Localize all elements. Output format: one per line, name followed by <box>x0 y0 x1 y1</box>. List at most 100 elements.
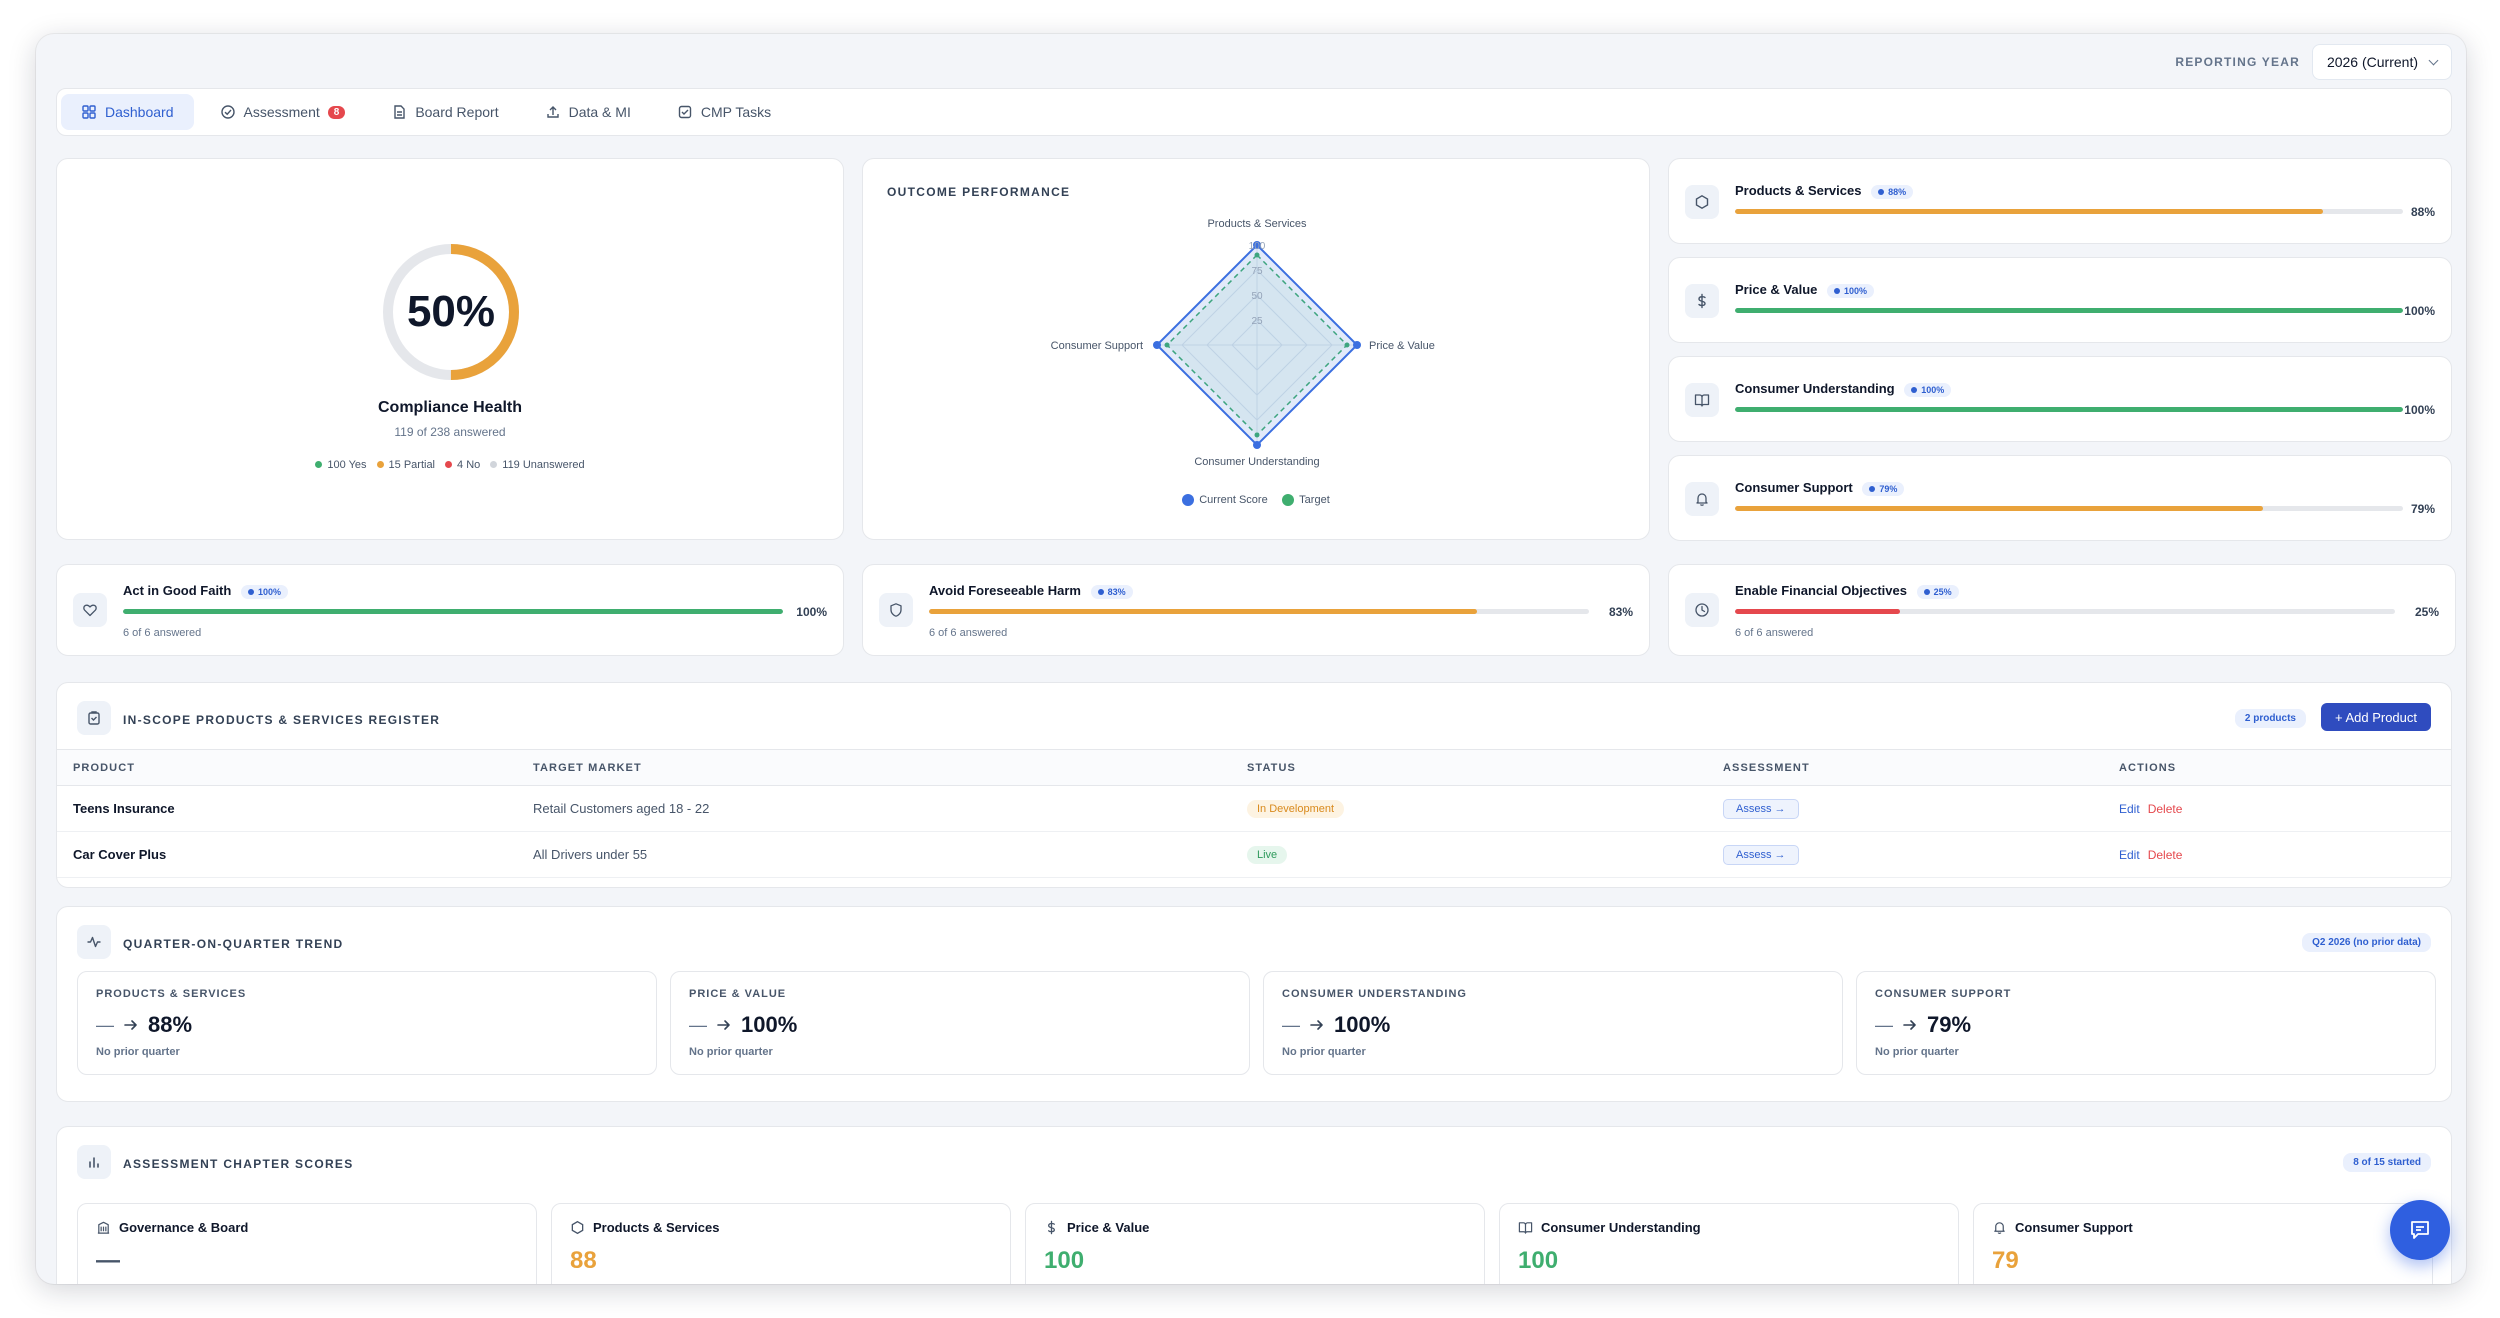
principle-card[interactable]: Act in Good Faith 100% 100% 6 of 6 answere… <box>56 564 844 656</box>
col-assessment: ASSESSMENT <box>1723 749 2119 786</box>
reporting-year-bar: REPORTING YEAR 2026 (Current) <box>2175 44 2452 80</box>
chevron-down-icon <box>2428 55 2439 65</box>
chapter-score-value: 100 <box>1518 1247 1559 1274</box>
tab-dashboard[interactable]: Dashboard <box>61 94 194 130</box>
app-window: REPORTING YEAR 2026 (Current) Dashboard … <box>36 34 2466 1284</box>
trend-metric-value: 100% <box>741 1012 798 1037</box>
outcome-bar-card[interactable]: Products & Services 88% 88% <box>1668 158 2452 244</box>
bell-icon <box>1696 493 1708 506</box>
trend-prior-dash: — <box>689 1014 707 1035</box>
radar-point-target <box>1254 432 1260 438</box>
chapter-label-row: Consumer Support <box>1992 1220 2414 1235</box>
outcome-bar-card[interactable]: Consumer Support 79% 79% <box>1668 455 2452 541</box>
principle-title: Avoid Foreseeable Harm 83% <box>929 583 1133 599</box>
principle-icon-box <box>1685 593 1719 627</box>
chapter-score-card[interactable]: Governance & Board — <box>77 1203 537 1284</box>
principle-progress-track <box>929 609 1589 614</box>
col-target-market: TARGET MARKET <box>533 749 1247 786</box>
radar-point-current <box>1353 341 1361 349</box>
tab-board-report[interactable]: Board Report <box>371 94 518 130</box>
chapter-label-row: Products & Services <box>570 1220 992 1235</box>
chapter-label: Consumer Understanding <box>1541 1220 1701 1235</box>
building-icon <box>97 1221 110 1234</box>
chapter-score-card[interactable]: Consumer Support 79 <box>1973 1203 2433 1284</box>
reporting-year-value: 2026 (Current) <box>2326 54 2418 70</box>
outcome-bar-card[interactable]: Consumer Understanding 100% 100% <box>1668 356 2452 442</box>
target-market: All Drivers under 55 <box>533 831 1247 878</box>
radar-axis-label: Consumer Understanding <box>1194 456 1319 468</box>
health-legend-item: 100 Yes <box>315 459 367 471</box>
legend-target-label: Target <box>1299 494 1330 506</box>
outcome-bar-percent: 79% <box>2410 502 2435 516</box>
trend-metric-value-row: — 100% <box>689 1012 1231 1038</box>
outcome-bar-badge: 100% <box>1827 283 1875 298</box>
book-icon <box>1694 394 1710 407</box>
delete-link[interactable]: Delete <box>2147 848 2183 862</box>
outcome-bar-title: Products & Services 88% <box>1735 183 1914 199</box>
radar-point-target <box>1344 342 1350 348</box>
principle-badge-text: 25% <box>1933 586 1952 597</box>
clock-icon <box>1695 603 1709 617</box>
compliance-health-subtitle: 119 of 238 answered <box>394 425 506 439</box>
principle-progress-track <box>1735 609 2395 614</box>
chapter-score-card[interactable]: Consumer Understanding 100 <box>1499 1203 1959 1284</box>
principle-badge-text: 83% <box>1107 586 1126 597</box>
trend-metric-sub: No prior quarter <box>96 1046 180 1058</box>
outcome-bar-badge: 79% <box>1862 481 1905 496</box>
upload-icon <box>546 106 559 118</box>
hexagon-icon <box>1695 194 1709 210</box>
tab-cmp-tasks-label: CMP Tasks <box>700 104 772 120</box>
outcome-bar-badge-text: 88% <box>1888 186 1907 197</box>
outcome-bar-card[interactable]: Price & Value 100% 100% <box>1668 257 2452 343</box>
tab-data-mi[interactable]: Data & MI <box>525 94 651 130</box>
compliance-health-percent: 50% <box>406 287 496 336</box>
radar-axis-label: Consumer Support <box>1051 340 1143 352</box>
chapter-score-card[interactable]: Products & Services 88 <box>551 1203 1011 1284</box>
chapter-label: Consumer Support <box>2015 1220 2133 1235</box>
register-table: PRODUCT TARGET MARKET STATUS ASSESSMENT … <box>57 749 2451 878</box>
outcome-bar-percent: 100% <box>2404 403 2435 417</box>
radar-point-current <box>1153 341 1161 349</box>
actions-cell: Edit Delete <box>2119 785 2451 832</box>
principle-card[interactable]: Enable Financial Objectives 25% 25% 6 of 6… <box>1668 564 2456 656</box>
trend-metric-sub: No prior quarter <box>1282 1046 1366 1058</box>
outcome-icon-box <box>1685 383 1719 417</box>
dollar-icon <box>1698 293 1706 309</box>
principle-card[interactable]: Avoid Foreseeable Harm 83% 83% 6 of 6 answ… <box>862 564 1650 656</box>
tab-cmp-tasks[interactable]: CMP Tasks <box>657 94 791 130</box>
register-count-badge: 2 products <box>2234 709 2306 728</box>
tab-assessment-label: Assessment <box>243 104 320 120</box>
radar-legend: Current Score Target <box>863 493 1649 511</box>
reporting-year-select[interactable]: 2026 (Current) <box>2311 44 2452 80</box>
principle-progress-fill <box>929 609 1477 614</box>
edit-link[interactable]: Edit <box>2119 848 2140 862</box>
legend-target: Target <box>1282 494 1330 506</box>
trend-metric-card: CONSUMER UNDERSTANDING — 100% No prior quar… <box>1263 971 1843 1075</box>
assess-button[interactable]: Assess → <box>1723 844 1799 865</box>
trend-card: QUARTER-ON-QUARTER TREND Q2 2026 (no pri… <box>56 906 2452 1102</box>
health-legend-item: 15 Partial <box>376 459 435 471</box>
tab-assessment[interactable]: Assessment 8 <box>200 94 366 130</box>
outcome-bar-label: Consumer Understanding <box>1735 381 1895 396</box>
outcome-icon-box <box>1685 482 1719 516</box>
chat-icon <box>2411 1221 2429 1239</box>
chapter-score-value: 88 <box>570 1247 597 1274</box>
radar-tick-label: 50 <box>1251 291 1263 302</box>
chat-fab-button[interactable] <box>2390 1200 2450 1260</box>
principle-title: Act in Good Faith 100% <box>123 583 288 599</box>
outcome-bar-badge: 100% <box>1904 382 1952 397</box>
outcome-icon-box <box>1685 185 1719 219</box>
chapter-label-row: Governance & Board <box>96 1220 518 1235</box>
assessment-cell: Assess → <box>1723 785 2119 832</box>
compliance-health-title: Compliance Health <box>377 399 523 416</box>
principle-badge: 83% <box>1090 584 1133 599</box>
chapter-scores-card: ASSESSMENT CHAPTER SCORES 8 of 15 starte… <box>56 1126 2452 1284</box>
edit-link[interactable]: Edit <box>2119 802 2140 816</box>
delete-link[interactable]: Delete <box>2147 802 2183 816</box>
assess-button[interactable]: Assess → <box>1723 798 1799 819</box>
health-legend-item: 119 Unanswered <box>490 459 585 471</box>
trend-metric-label: PRICE & VALUE <box>689 988 787 1000</box>
chapter-score-card[interactable]: Price & Value 100 <box>1025 1203 1485 1284</box>
chapters-started-badge: 8 of 15 started <box>2343 1153 2431 1172</box>
add-product-button[interactable]: + Add Product <box>2320 703 2431 731</box>
